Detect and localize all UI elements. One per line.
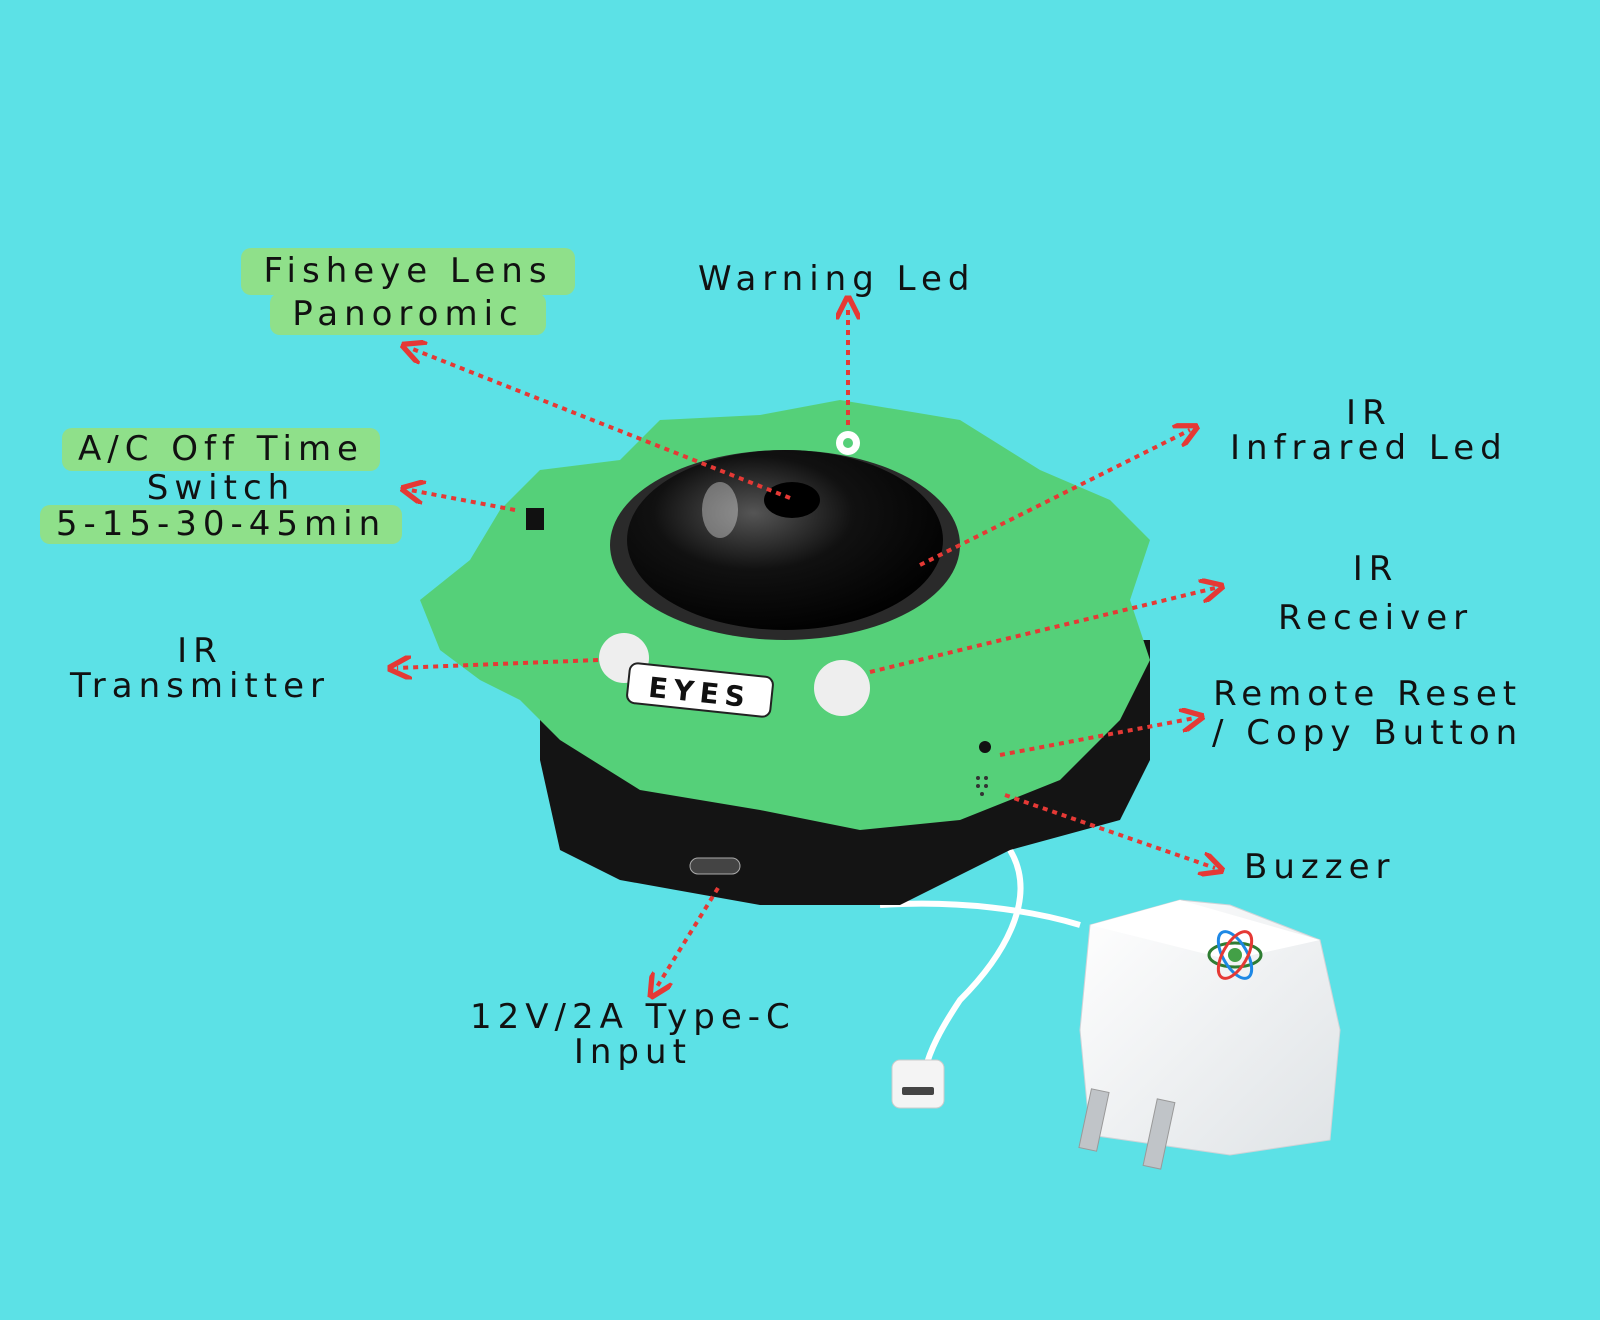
label-warning-led: Warning Led <box>698 262 975 297</box>
arrow-ir-led <box>919 430 1190 567</box>
label-remote-reset: Remote Reset / Copy Button <box>1212 674 1524 754</box>
label-text: Input <box>573 1031 692 1072</box>
power-adapter-icon <box>1078 899 1341 1170</box>
label-text: Infrared Led <box>1230 427 1508 468</box>
eye-logo-icon <box>1207 930 1263 980</box>
label-text: Switch <box>146 467 296 508</box>
label-text: Warning Led <box>698 259 976 299</box>
label-text: Receiver <box>1278 598 1474 639</box>
fisheye-dome-icon <box>627 450 943 630</box>
camera-device <box>420 400 1150 905</box>
micro-usb-plug <box>891 1059 945 1109</box>
arrow-ac-timer <box>410 490 516 512</box>
arrow-power-input <box>655 886 720 990</box>
label-ac-timer: A/C Off Time Switch 5-15-30-45min <box>36 428 406 545</box>
type-c-port <box>689 857 741 875</box>
arrow-fisheye <box>410 348 791 500</box>
label-text: / Copy Button <box>1212 713 1524 754</box>
timer-switch-icon <box>526 508 544 530</box>
label-text: IR <box>1352 549 1399 589</box>
label-fisheye-lens: Fisheye Lens Panoromic <box>238 248 578 336</box>
label-ir-receiver: IR Receiver <box>1278 545 1473 644</box>
eyes-badge: EYES <box>626 662 774 718</box>
label-text: IR <box>177 631 223 671</box>
buzzer-grille-icon <box>976 776 988 796</box>
label-ir-infrared-led: IR Infrared Led <box>1230 396 1508 465</box>
label-ir-transmitter: IR Transmitter <box>70 634 330 703</box>
label-text: 12V/2A Type-C <box>470 997 796 1037</box>
label-buzzer: Buzzer <box>1244 850 1395 885</box>
arrow-remote-reset <box>999 718 1195 757</box>
label-text: IR <box>1346 393 1392 433</box>
reset-hole-icon <box>979 741 991 753</box>
warning-led-icon <box>836 431 860 455</box>
label-text: 5-15-30-45min <box>39 505 403 545</box>
arrow-ir-transmitter <box>397 660 599 668</box>
label-text: Panoromic <box>270 292 546 336</box>
label-text: Fisheye Lens <box>241 248 575 295</box>
ir-receiver-bulb <box>814 660 870 716</box>
label-text: Buzzer <box>1244 847 1396 887</box>
label-text: Transmitter <box>70 665 330 706</box>
label-text: Remote Reset <box>1213 674 1523 714</box>
label-power-input: 12V/2A Type-C Input <box>470 1000 796 1069</box>
usb-cable <box>879 848 1081 1071</box>
arrow-buzzer <box>1004 793 1215 868</box>
label-text: A/C Off Time <box>62 428 380 471</box>
